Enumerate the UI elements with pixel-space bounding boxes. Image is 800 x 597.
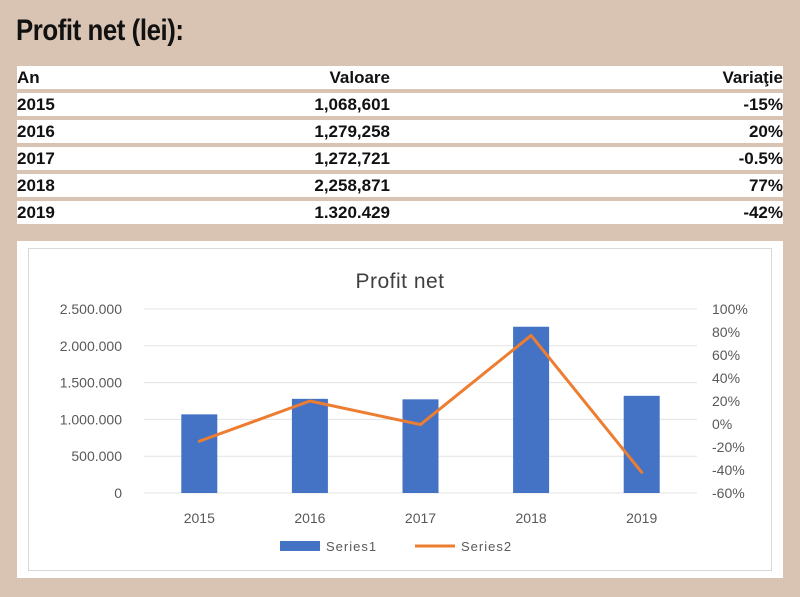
y-right-tick-label: -60% xyxy=(712,485,745,501)
x-tick-label: 2018 xyxy=(516,510,547,526)
value-cell: 2,258,871 xyxy=(217,174,390,201)
bar xyxy=(623,395,660,493)
y-left-tick-label: 2.500.000 xyxy=(60,301,122,317)
y-left-tick-label: 1.500.000 xyxy=(60,375,122,391)
y-right-tick-label: 40% xyxy=(712,370,740,386)
value-cell: 1,068,601 xyxy=(217,93,390,120)
page-title: Profit net (lei): xyxy=(16,14,184,47)
year-cell: 2015 xyxy=(17,93,217,120)
series2-line xyxy=(197,333,644,474)
variation-cell: -0.5% xyxy=(390,147,783,174)
table-row: 2018 2,258,871 77% xyxy=(17,174,783,201)
y-left-tick-label: 1.000.000 xyxy=(60,411,122,427)
y-right-tick-label: 100% xyxy=(712,301,748,317)
chart-frame xyxy=(28,248,772,571)
variation-cell: 77% xyxy=(390,174,783,201)
x-tick-label: 2019 xyxy=(626,510,657,526)
legend-label-series2: Series2 xyxy=(461,539,512,554)
chart-title: Profit net xyxy=(355,270,444,293)
y-left-tick-label: 0 xyxy=(114,485,122,501)
y-right-tick-label: -40% xyxy=(712,462,745,478)
y-left-tick-label: 500.000 xyxy=(71,448,122,464)
profit-chart: Profit net 0 500.000 1.000.000 1.500.000 2.00… xyxy=(17,241,783,578)
profit-table: An Valoare Variaţie 2015 1,068,601 -15% 2016 1,… xyxy=(17,66,783,224)
value-cell: 1.320.429 xyxy=(217,201,390,224)
bar xyxy=(513,326,550,493)
legend-swatch-series1 xyxy=(280,541,320,551)
variation-cell: 20% xyxy=(390,120,783,147)
variation-cell: -42% xyxy=(390,201,783,224)
variation-cell: -15% xyxy=(390,93,783,120)
table-header-row: An Valoare Variaţie xyxy=(17,66,783,93)
y-left-tick-label: 2.000.000 xyxy=(60,338,122,354)
x-tick-label: 2016 xyxy=(294,510,325,526)
y-right-tick-label: 80% xyxy=(712,324,740,340)
header-year: An xyxy=(17,66,217,93)
table-row: 2017 1,272,721 -0.5% xyxy=(17,147,783,174)
year-cell: 2016 xyxy=(17,120,217,147)
y-right-tick-label: -20% xyxy=(712,439,745,455)
value-cell: 1,272,721 xyxy=(217,147,390,174)
y-right-tick-label: 0% xyxy=(712,416,732,432)
y-right-tick-label: 60% xyxy=(712,347,740,363)
bar xyxy=(291,398,328,493)
year-cell: 2019 xyxy=(17,201,217,224)
chart-svg: Profit net 0 500.000 1.000.000 1.500.000 2.00… xyxy=(60,270,748,554)
table-row: 2015 1,068,601 -15% xyxy=(17,93,783,120)
table-row: 2016 1,279,258 20% xyxy=(17,120,783,147)
value-cell: 1,279,258 xyxy=(217,120,390,147)
bar xyxy=(181,414,218,493)
year-cell: 2017 xyxy=(17,147,217,174)
x-tick-label: 2017 xyxy=(405,510,436,526)
table-row: 2019 1.320.429 -42% xyxy=(17,201,783,224)
header-variation: Variaţie xyxy=(390,66,783,93)
legend-label-series1: Series1 xyxy=(326,539,377,554)
x-tick-label: 2015 xyxy=(184,510,215,526)
year-cell: 2018 xyxy=(17,174,217,201)
header-value: Valoare xyxy=(217,66,390,93)
y-right-tick-label: 20% xyxy=(712,393,740,409)
